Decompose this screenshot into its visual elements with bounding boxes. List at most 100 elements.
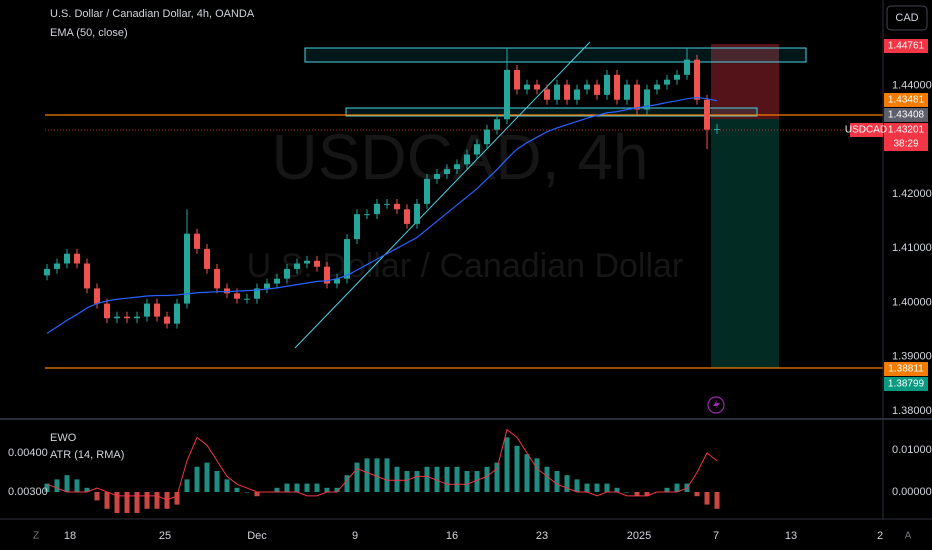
ewo-bar — [134, 491, 140, 514]
ewo-bar — [114, 491, 120, 514]
x-tick-label: 25 — [159, 530, 171, 542]
price-tag — [884, 93, 928, 107]
candle-body — [264, 283, 270, 289]
currency-label: CAD — [895, 12, 918, 24]
event-icon[interactable] — [707, 396, 725, 414]
price-tag — [850, 123, 883, 137]
price-tag — [884, 108, 928, 122]
ewo-bar — [314, 483, 320, 492]
candle-body — [84, 263, 90, 289]
ewo-bar — [574, 479, 580, 492]
ewo-bar — [424, 466, 430, 492]
ewo-bar — [644, 491, 650, 497]
candle-body — [114, 316, 120, 319]
ewo-bar — [354, 462, 360, 492]
candle-body — [304, 260, 310, 264]
ewo-bar — [344, 475, 350, 492]
candle-body — [204, 248, 210, 269]
ewo-bar — [104, 491, 110, 509]
price-tag-label: USDCAD — [845, 125, 887, 136]
ewo-bar — [364, 458, 370, 492]
ewo-bar — [564, 475, 570, 492]
x-tick-label: 7 — [713, 530, 719, 542]
ewo-bar — [44, 483, 50, 492]
y-tick-label: 1.41000 — [892, 242, 932, 254]
trend-line — [294, 41, 591, 349]
candle-body — [544, 89, 550, 100]
candle-body — [444, 169, 450, 175]
x-tick-label: 9 — [352, 530, 358, 542]
price-tag — [884, 377, 928, 391]
ewo-bar — [64, 475, 70, 492]
ewo-bar — [294, 483, 300, 492]
plot — [44, 47, 720, 334]
symbol-title: U.S. Dollar / Canadian Dollar, 4h, OANDA — [50, 8, 255, 20]
ewo-bar — [404, 470, 410, 492]
ewo-bar — [254, 491, 260, 497]
y-tick-label: 0.00400 — [8, 447, 48, 459]
x-tick-label: 16 — [446, 530, 458, 542]
ewo-bar — [384, 458, 390, 492]
candle-body — [534, 84, 540, 90]
price-tag-label: 1.43481 — [888, 95, 925, 106]
ewo-bar — [184, 479, 190, 492]
candle-body — [394, 203, 400, 210]
candle-body — [194, 233, 200, 249]
candle-body — [294, 263, 300, 269]
ewo-bar — [74, 479, 80, 492]
ewo-bar — [174, 491, 180, 505]
ewo-bar — [224, 479, 230, 492]
ewo-bar — [474, 470, 480, 492]
candle-body — [214, 268, 220, 289]
ewo-bar — [234, 487, 240, 492]
ewo-bar — [304, 483, 310, 492]
y-tick-label: 0.00300 — [8, 486, 48, 498]
candle-body — [334, 278, 340, 284]
y-tick-label: 1.39000 — [892, 351, 932, 363]
ewo-bar — [594, 483, 600, 492]
ewo-bar — [554, 470, 560, 492]
candle-body — [704, 99, 710, 130]
candle-body — [254, 288, 260, 299]
candle-body — [354, 214, 360, 240]
watermark-symbol: USDCAD, 4h — [272, 121, 649, 193]
ewo-bar — [694, 491, 700, 497]
candle-body — [434, 174, 440, 179]
auto-scale-icon[interactable]: A — [905, 531, 912, 542]
price-tag — [884, 362, 928, 376]
ewo-bar — [204, 462, 210, 492]
ewo-bar — [504, 437, 510, 492]
candle-body — [384, 203, 390, 205]
ewo-bar — [524, 454, 530, 492]
candle-body — [554, 84, 560, 100]
candle-body — [164, 316, 170, 324]
candle-body — [44, 268, 50, 276]
ema-line — [46, 96, 718, 334]
candle-body — [674, 74, 680, 80]
y-tick-label: 1.44000 — [892, 80, 932, 92]
ewo-bar — [124, 491, 130, 514]
ewo-bar — [534, 458, 540, 492]
y-tick-label: 0.00000 — [892, 486, 932, 498]
timezone-icon[interactable]: Z — [33, 531, 39, 542]
currency-button[interactable] — [886, 5, 928, 31]
ewo-bar — [624, 491, 630, 493]
candle-body — [174, 303, 180, 324]
candle-body — [584, 84, 590, 90]
x-tick-label: 18 — [64, 530, 76, 542]
ewo-bar — [434, 466, 440, 492]
candle-body — [184, 233, 190, 304]
ewo-bar — [514, 445, 520, 492]
candle-body — [594, 84, 600, 95]
indicator-legend: EMA (50, close) — [50, 27, 128, 39]
candle-body — [244, 298, 250, 300]
candle-body — [324, 266, 330, 284]
price-tag-label: 1.38811 — [888, 364, 924, 375]
price-tag-label: 1.38799 — [888, 379, 925, 390]
candle-body — [524, 84, 530, 90]
ewo-bar — [704, 491, 710, 505]
ewo-bar — [614, 487, 620, 492]
ewo-bar — [584, 483, 590, 492]
candle-body — [454, 164, 460, 170]
